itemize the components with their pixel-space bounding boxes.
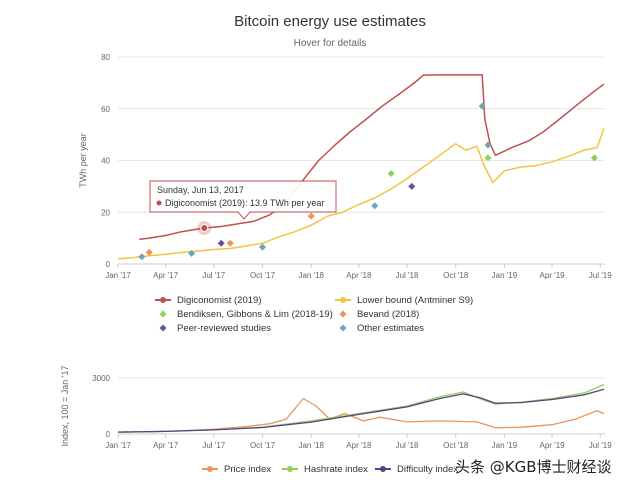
- estimate-point: [138, 253, 146, 261]
- x-tick-label: Apr '17: [153, 441, 179, 450]
- y-tick-label: 60: [101, 105, 110, 114]
- y-axis-title: Index, 100 = Jan '17: [60, 365, 70, 446]
- y-tick-label: 0: [106, 260, 111, 269]
- y-tick-label: 40: [101, 157, 110, 166]
- legend-symbol: [159, 310, 167, 318]
- x-tick-label: Apr '18: [346, 271, 372, 280]
- tooltip-series-text: Digiconomist (2019): 13.9 TWh per year: [165, 198, 324, 208]
- estimate-point: [484, 141, 492, 149]
- estimate-point: [217, 239, 225, 247]
- legend-symbol: [340, 297, 346, 303]
- tooltip-marker: [156, 200, 162, 206]
- series-line: [117, 383, 605, 433]
- legend-label: Bendiksen, Gibbons & Lim (2018-19): [177, 309, 333, 320]
- estimate-point: [188, 249, 196, 257]
- hover-point: [200, 224, 209, 233]
- legend-symbol: [380, 466, 386, 472]
- legend-label: Lower bound (Antminer S9): [357, 295, 473, 306]
- estimate-point: [478, 102, 486, 110]
- legend-label: Difficulty index: [397, 464, 458, 475]
- legend-label: Digiconomist (2019): [177, 295, 261, 306]
- x-tick-label: Oct '18: [443, 271, 469, 280]
- y-tick-label: 20: [101, 208, 110, 217]
- legend-label: Hashrate index: [304, 464, 368, 475]
- legend-symbol: [339, 324, 347, 332]
- x-tick-label: Apr '17: [153, 271, 179, 280]
- legend-label: Price index: [224, 464, 271, 475]
- x-tick-label: Jan '19: [492, 441, 518, 450]
- legend-label: Other estimates: [357, 323, 424, 334]
- x-tick-label: Apr '19: [540, 441, 566, 450]
- legend-symbol: [339, 310, 347, 318]
- tooltip: Sunday, Jun 13, 2017 Digiconomist (2019):…: [149, 180, 337, 220]
- x-tick-label: Jul '18: [396, 271, 419, 280]
- chart-subtitle: Hover for details: [294, 38, 367, 49]
- y-tick-label: 0: [106, 430, 111, 439]
- x-tick-label: Jul '17: [202, 271, 225, 280]
- navigator-legend[interactable]: Price index Hashrate index Difficulty inde…: [202, 464, 458, 475]
- y-tick-label: 3000: [92, 374, 110, 383]
- estimate-point: [408, 182, 416, 190]
- x-tick-label: Apr '19: [540, 271, 566, 280]
- series-line: [117, 388, 605, 433]
- main-plot-area[interactable]: 0 20 40 60 80 Jan '17 Apr '17 Jul '17 Oct '17 Jan…: [78, 53, 612, 280]
- legend-symbol: [159, 324, 167, 332]
- x-tick-label: Jul '17: [202, 441, 225, 450]
- x-tick-label: Jul '19: [589, 441, 612, 450]
- tooltip-box: [149, 180, 337, 220]
- x-tick-label: Jan '17: [105, 271, 131, 280]
- estimate-point: [484, 154, 492, 162]
- watermark-text: 头条 @KGB博士财经谈: [455, 458, 612, 476]
- series-line: [117, 397, 605, 433]
- legend-label: Peer-reviewed studies: [177, 323, 271, 334]
- main-legend[interactable]: Digiconomist (2019) Lower bound (Antminer…: [155, 295, 473, 334]
- x-tick-label: Oct '17: [250, 271, 276, 280]
- estimate-point: [307, 212, 315, 220]
- x-tick-label: Jan '17: [105, 441, 131, 450]
- x-tick-label: Jul '19: [589, 271, 612, 280]
- estimate-point: [259, 243, 267, 251]
- estimate-point: [226, 239, 234, 247]
- estimate-point: [145, 248, 153, 256]
- chart-title: Bitcoin energy use estimates: [234, 13, 426, 30]
- x-tick-label: Jan '19: [492, 271, 518, 280]
- legend-symbol: [207, 466, 213, 472]
- series-line: [139, 74, 605, 241]
- y-tick-label: 80: [101, 53, 110, 62]
- y-axis-title: TWh per year: [78, 133, 88, 188]
- estimate-point: [371, 202, 379, 210]
- estimate-point: [590, 154, 598, 162]
- x-tick-label: Apr '18: [346, 441, 372, 450]
- estimate-point: [387, 169, 395, 177]
- x-tick-label: Oct '17: [250, 441, 276, 450]
- x-tick-label: Jan '18: [298, 441, 324, 450]
- legend-symbol: [160, 297, 166, 303]
- legend-label: Bevand (2018): [357, 309, 419, 320]
- x-tick-label: Jul '18: [396, 441, 419, 450]
- navigator-plot-area[interactable]: 0 3000 Jan '17 Apr '17 Jul '17 Oct '17 Jan '18…: [60, 365, 612, 450]
- legend-symbol: [287, 466, 293, 472]
- x-tick-label: Jan '18: [298, 271, 324, 280]
- tooltip-date: Sunday, Jun 13, 2017: [157, 185, 244, 195]
- x-tick-label: Oct '18: [443, 441, 469, 450]
- series-line: [117, 127, 605, 260]
